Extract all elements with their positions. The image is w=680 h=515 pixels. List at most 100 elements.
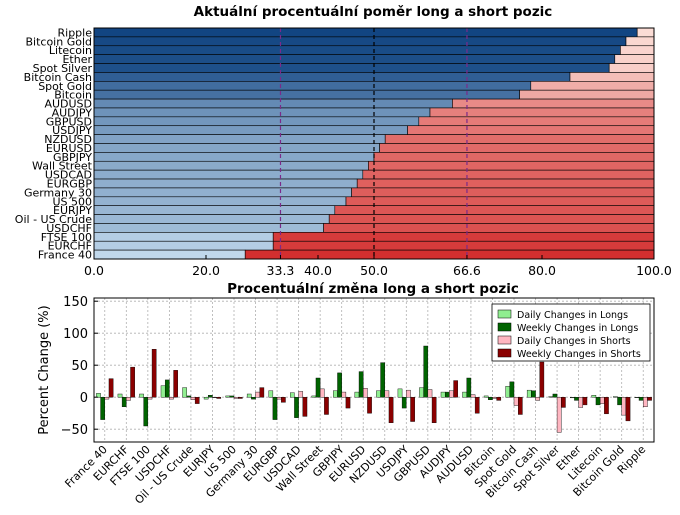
top-chart-title: Aktuální procentuální poměr long a short…	[194, 4, 553, 20]
bar-daily-changes-in-shorts-us-500	[233, 397, 239, 399]
bar-weekly-changes-in-longs-us-500	[229, 395, 235, 398]
bar-daily-changes-in-shorts-oil-us-crude	[190, 397, 196, 400]
short-bar-eurjpy	[334, 205, 655, 215]
bar-daily-changes-in-shorts-gbpusd	[427, 389, 433, 398]
x-tick-label: 20.0	[192, 263, 220, 278]
short-bar-usdcad	[362, 169, 655, 180]
short-bar-audusd	[452, 98, 655, 109]
long-bar-bitcoin-cash	[93, 72, 571, 82]
long-bar-ftse-100	[93, 232, 274, 242]
bar-daily-changes-in-longs-eurusd	[354, 391, 360, 398]
short-bar-spot-gold	[530, 81, 655, 91]
bar-weekly-changes-in-shorts-usdjpy	[410, 397, 415, 422]
bar-weekly-changes-in-shorts-audjpy	[453, 380, 458, 398]
bar-weekly-changes-in-longs-eurgbp	[272, 397, 278, 420]
bar-weekly-changes-in-longs-spot-silver	[552, 393, 558, 398]
bar-weekly-changes-in-longs-nzdusd	[380, 362, 385, 398]
legend-swatch-weekly-changes-in-longs	[497, 322, 512, 332]
bar-weekly-changes-in-shorts-ether	[582, 397, 588, 406]
category-label-eurjpy: EURJPY	[53, 204, 92, 217]
short-bar-eurchf	[272, 240, 655, 251]
bar-daily-changes-in-shorts-eurgbp	[276, 397, 282, 400]
bar-weekly-changes-in-longs-germany-30	[251, 397, 256, 400]
bar-weekly-changes-in-longs-france-40	[100, 397, 105, 420]
bar-daily-changes-in-longs-oil-us-crude	[182, 387, 187, 398]
bar-weekly-changes-in-shorts-eurjpy	[216, 397, 222, 399]
legend-swatch-daily-changes-in-longs	[497, 309, 512, 319]
category-label-litecoin: Litecoin	[49, 44, 92, 57]
legend-label-daily-changes-in-longs: Daily Changes in Longs	[517, 310, 628, 321]
short-bar-litecoin	[620, 45, 655, 55]
category-label-spot-gold: Spot Gold	[38, 80, 92, 93]
bar-daily-changes-in-longs-bitcoin-cash	[526, 389, 532, 398]
bar-daily-changes-in-longs-france-40	[96, 393, 101, 398]
bar-daily-changes-in-shorts-wall-street	[319, 388, 325, 398]
short-bar-france-40	[244, 249, 655, 260]
long-bar-eurusd	[93, 143, 380, 153]
short-bar-bitcoin	[519, 89, 655, 100]
category-label-us-500: US 500	[52, 195, 92, 208]
bar-weekly-changes-in-longs-eurchf	[121, 397, 127, 408]
long-bar-eurgbp	[93, 178, 358, 189]
short-bar-bitcoin-cash	[569, 72, 655, 82]
category-label-nzdusd: NZDUSD	[44, 133, 92, 146]
bar-weekly-changes-in-shorts-ftse-100	[151, 349, 157, 398]
category-label-wall-street: Wall Street	[32, 160, 93, 173]
short-bar-wall-street	[368, 160, 655, 171]
bar-weekly-changes-in-shorts-bitcoin-cash	[539, 361, 545, 398]
bar-weekly-changes-in-longs-eurusd	[358, 371, 364, 398]
category-label-france-40: France 40	[38, 249, 92, 262]
category-label-audjpy: AUDJPY	[52, 106, 93, 119]
bar-weekly-changes-in-shorts-eurgbp	[281, 397, 286, 403]
bar-weekly-changes-in-shorts-litecoin	[604, 397, 609, 415]
long-bar-eurjpy	[93, 205, 336, 215]
long-bar-ripple	[93, 27, 638, 38]
bar-daily-changes-in-shorts-bitcoin-cash	[535, 397, 540, 401]
bar-daily-changes-in-longs-germany-30	[246, 393, 252, 398]
category-label-eurusd: EURUSD	[46, 142, 92, 155]
short-bar-ftse-100	[272, 232, 655, 242]
bar-weekly-changes-in-longs-usdchf	[164, 379, 170, 398]
bar-weekly-changes-in-longs-oil-us-crude	[186, 395, 192, 398]
legend-label-daily-changes-in-shorts: Daily Changes in Shorts	[517, 336, 631, 347]
bar-daily-changes-in-longs-bitcoin-gold	[613, 396, 618, 398]
bar-weekly-changes-in-longs-bitcoin	[488, 397, 493, 400]
bar-weekly-changes-in-longs-ripple	[638, 397, 644, 401]
long-bar-usdcad	[93, 169, 364, 180]
category-label-eurgbp: EURGBP	[47, 177, 93, 190]
bar-weekly-changes-in-shorts-bitcoin-gold	[625, 397, 631, 422]
long-bar-eurchf	[93, 240, 274, 251]
bar-daily-changes-in-longs-gbpjpy	[333, 390, 338, 398]
long-bar-audjpy	[93, 107, 431, 118]
short-bar-us-500	[345, 196, 655, 206]
long-bar-usdchf	[93, 223, 324, 233]
bar-daily-changes-in-longs-bitcoin	[483, 395, 489, 398]
bar-daily-changes-in-longs-ether	[570, 397, 575, 399]
bar-daily-changes-in-longs-usdjpy	[397, 388, 403, 398]
bar-daily-changes-in-longs-wall-street	[311, 395, 317, 398]
bar-weekly-changes-in-longs-ether	[574, 397, 579, 401]
bar-weekly-changes-in-longs-spot-gold	[509, 381, 515, 398]
long-bar-gbpusd	[93, 116, 420, 127]
y-tick-label: 0	[80, 391, 88, 406]
y-tick-label: 50	[71, 359, 88, 374]
bar-weekly-changes-in-shorts-us-500	[237, 397, 243, 399]
bar-daily-changes-in-shorts-gbpjpy	[341, 391, 347, 398]
short-bar-oil-us-crude	[328, 214, 655, 224]
bar-weekly-changes-in-longs-litecoin	[595, 397, 601, 406]
category-label-usdchf: USDCHF	[46, 222, 92, 235]
category-label-germany-30: Germany 30	[24, 186, 92, 199]
bar-daily-changes-in-shorts-eurjpy	[212, 397, 217, 398]
long-bar-audusd	[93, 98, 453, 109]
y-tick-label: 150	[63, 295, 88, 310]
bar-daily-changes-in-longs-eurgbp	[268, 390, 274, 398]
bar-weekly-changes-in-shorts-spot-gold	[518, 397, 523, 415]
bar-weekly-changes-in-longs-audusd	[466, 377, 472, 398]
bar-daily-changes-in-longs-litecoin	[591, 395, 597, 398]
category-label-bitcoin-cash: Bitcoin Cash	[24, 71, 92, 84]
category-label-audusd: AUDUSD	[44, 98, 92, 111]
bar-weekly-changes-in-shorts-eurusd	[367, 397, 372, 414]
bar-daily-changes-in-longs-audusd	[462, 391, 467, 398]
bar-daily-changes-in-longs-ripple	[634, 397, 640, 398]
